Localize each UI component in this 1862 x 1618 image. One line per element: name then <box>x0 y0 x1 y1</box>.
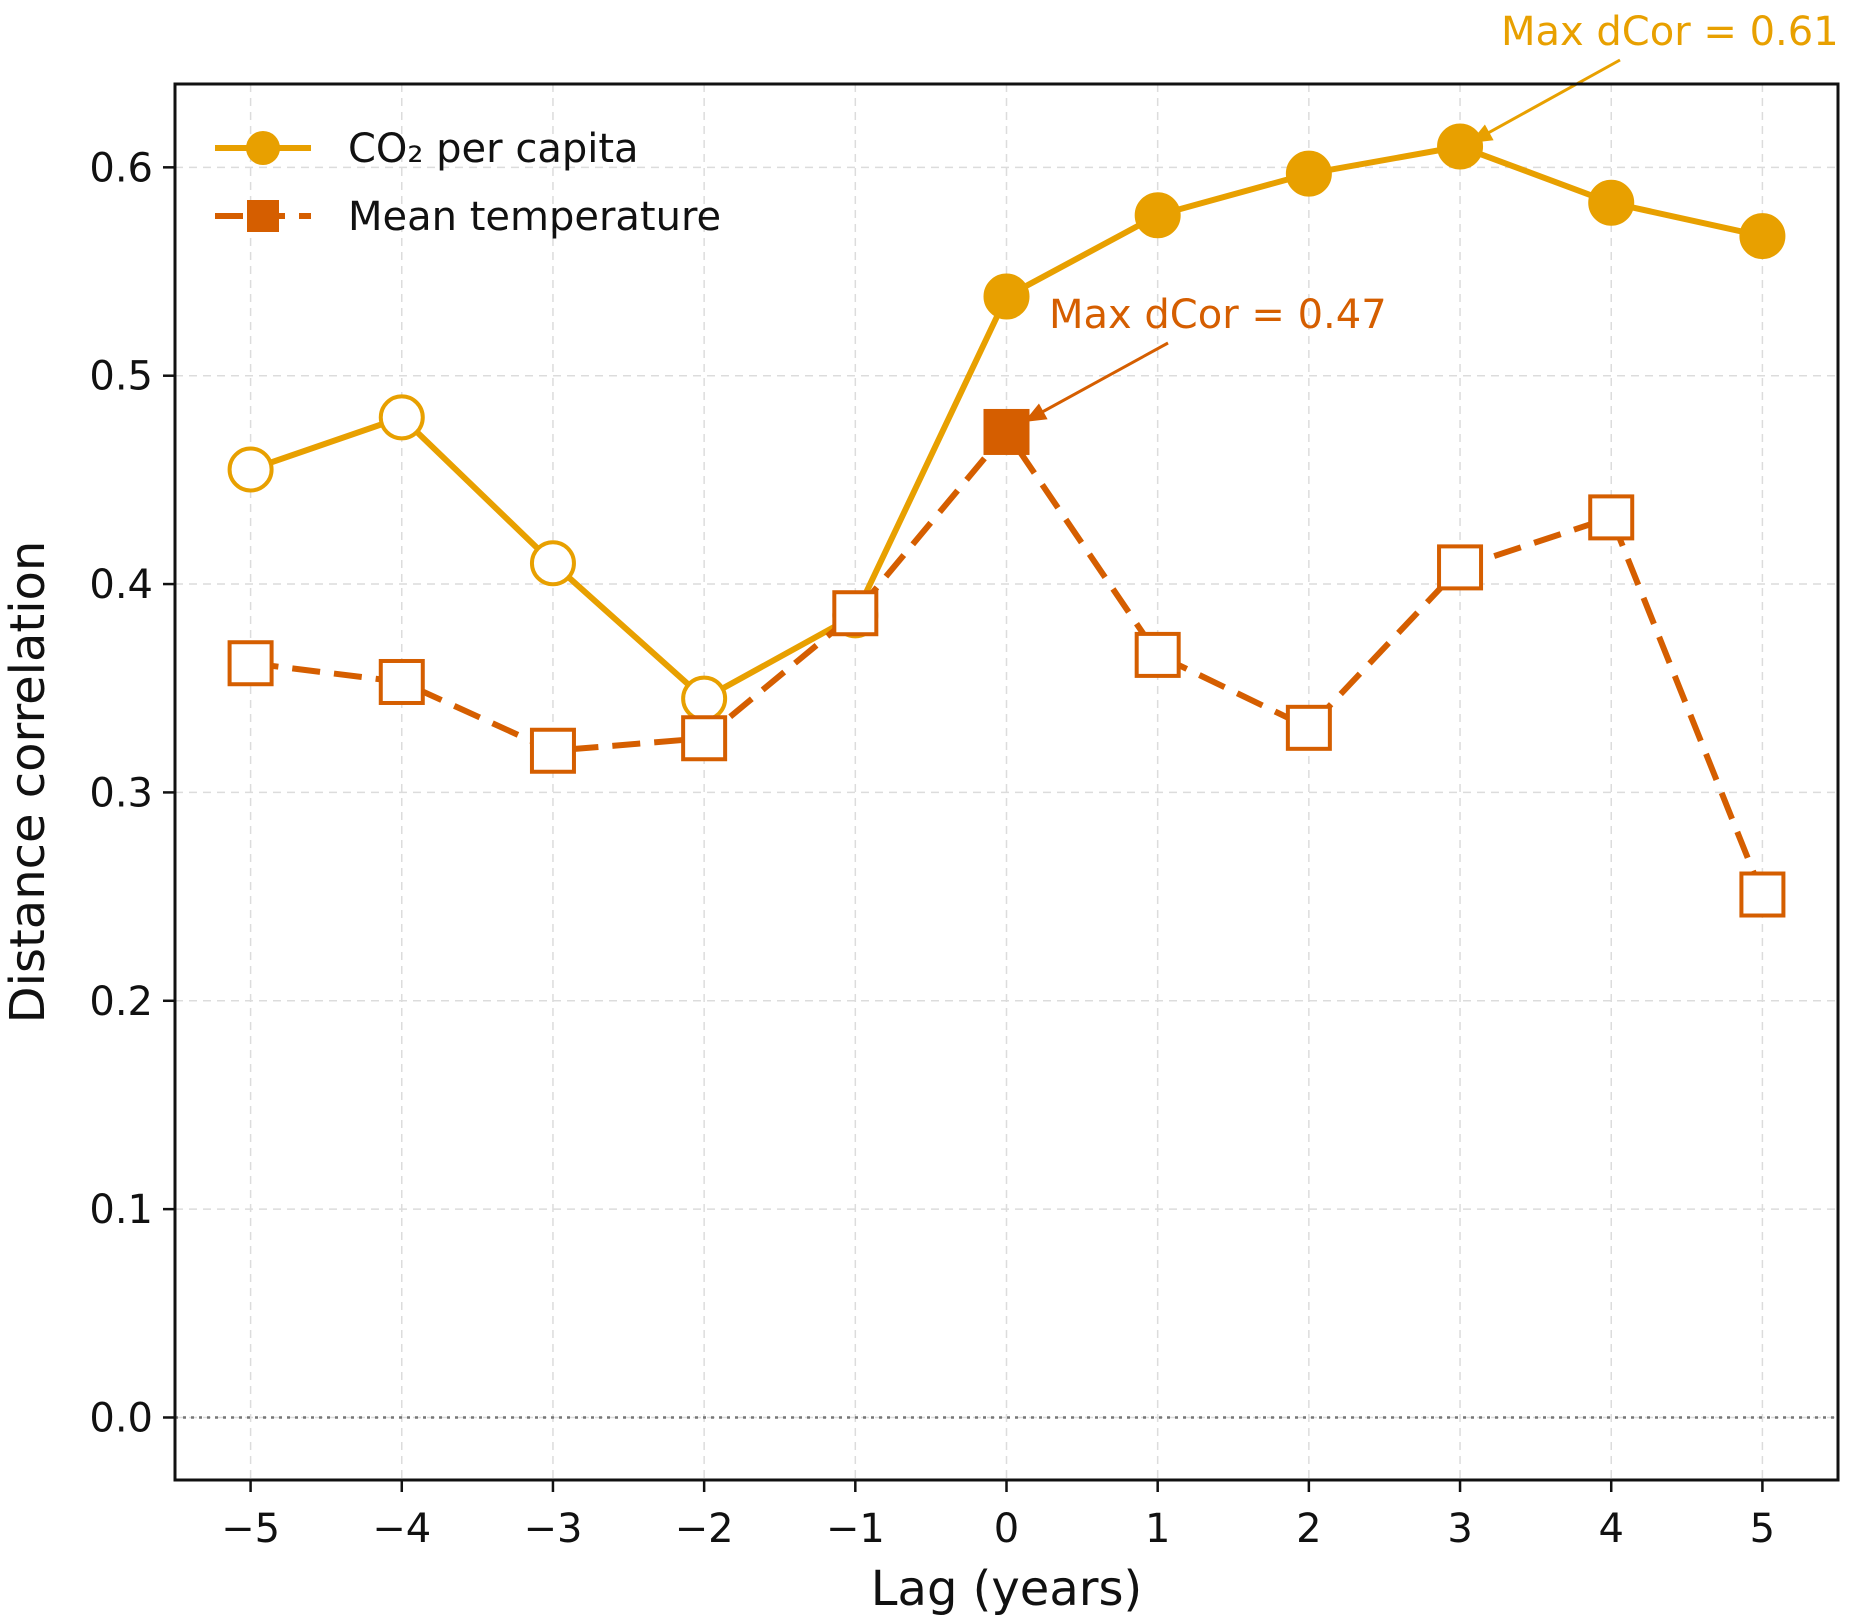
annotation-arrow-shaft <box>1023 341 1169 424</box>
x-tick-label: 2 <box>1296 1506 1321 1552</box>
annotation-label: Max dCor = 0.61 <box>1501 9 1839 55</box>
x-axis-ticks: −5 −4 −3 −2 −1 0 1 2 3 4 5 <box>221 1480 1775 1552</box>
annotations: Max dCor = 0.61 Max dCor = 0.47 <box>1023 9 1839 424</box>
annotation-label: Max dCor = 0.47 <box>1049 292 1387 338</box>
x-tick-label: −4 <box>372 1506 431 1552</box>
co2-marker <box>983 273 1030 320</box>
y-tick-label: 0.4 <box>89 562 153 608</box>
legend-label: CO₂ per capita <box>348 126 639 172</box>
legend: CO₂ per capita Mean temperature <box>215 126 721 240</box>
y-tick-label: 0.2 <box>89 979 153 1025</box>
co2-marker <box>1437 123 1484 170</box>
co2-marker <box>227 446 274 493</box>
x-tick-label: 3 <box>1447 1506 1472 1552</box>
x-axis-label: Lag (years) <box>871 1561 1142 1617</box>
x-tick-label: 5 <box>1750 1506 1775 1552</box>
y-tick-label: 0.3 <box>89 770 153 816</box>
temp-marker <box>227 640 274 687</box>
x-tick-label: −2 <box>675 1506 734 1552</box>
y-tick-label: 0.0 <box>89 1395 153 1441</box>
y-axis-label: Distance correlation <box>0 541 56 1024</box>
grid-lines <box>175 84 1838 1480</box>
temp-marker <box>1134 631 1181 678</box>
temp-marker <box>832 590 879 637</box>
co2-marker <box>1588 179 1635 226</box>
legend-marker-circle <box>246 131 280 165</box>
temp-marker <box>1739 871 1786 918</box>
temp-marker <box>378 658 425 705</box>
y-tick-label: 0.5 <box>89 354 153 400</box>
temp-marker <box>1588 494 1635 541</box>
temp-marker <box>983 408 1030 455</box>
temp-marker <box>1437 544 1484 591</box>
co2-marker <box>529 540 576 587</box>
y-tick-label: 0.1 <box>89 1187 153 1233</box>
y-axis-ticks: 0.0 0.1 0.2 0.3 0.4 0.5 0.6 <box>89 145 175 1441</box>
x-tick-label: 0 <box>994 1506 1019 1552</box>
x-tick-label: −5 <box>221 1506 280 1552</box>
co2-marker <box>378 394 425 441</box>
co2-marker <box>1134 192 1181 239</box>
annotation-arrow-head <box>1470 124 1494 143</box>
co2-marker <box>1739 213 1786 260</box>
y-tick-label: 0.6 <box>89 145 153 191</box>
x-tick-label: −3 <box>523 1506 582 1552</box>
temp-marker <box>681 715 728 762</box>
temp-marker <box>1285 704 1332 751</box>
annotation-arrow-head <box>1024 403 1048 422</box>
co2-marker <box>681 675 728 722</box>
co2-marker <box>1285 150 1332 197</box>
annotation-arrow-shaft <box>1469 58 1621 145</box>
x-tick-label: −1 <box>826 1506 885 1552</box>
legend-label: Mean temperature <box>348 194 721 240</box>
data-markers <box>227 123 1786 918</box>
legend-marker-square <box>247 200 279 232</box>
x-tick-label: 1 <box>1145 1506 1170 1552</box>
x-tick-label: 4 <box>1599 1506 1624 1552</box>
temp-marker <box>529 727 576 774</box>
